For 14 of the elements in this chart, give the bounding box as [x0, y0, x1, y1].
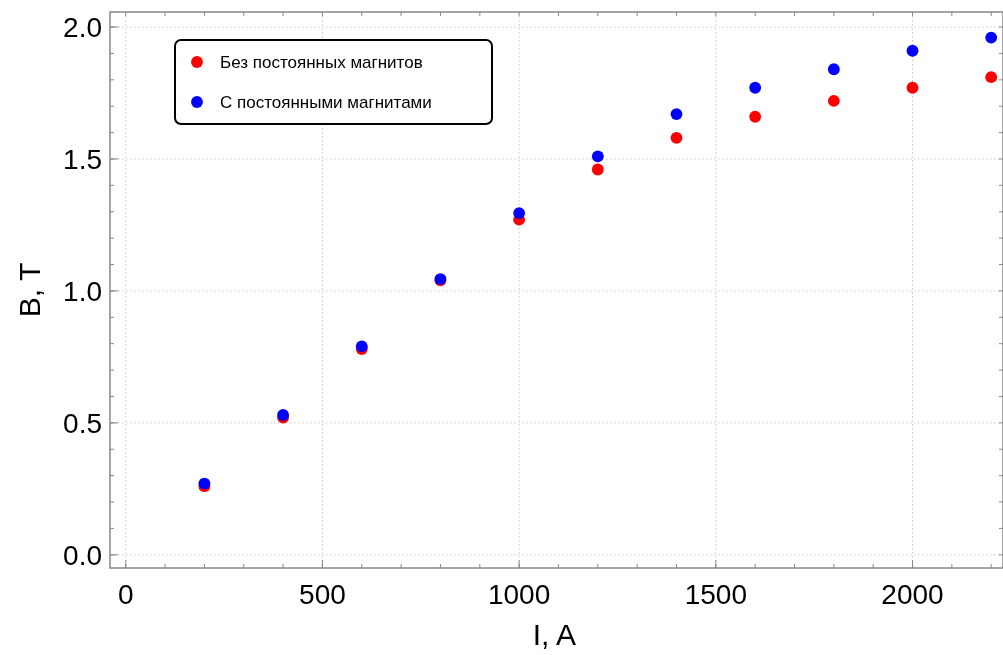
- x-tick-label: 0: [117, 579, 134, 610]
- x-tick-label: 1000: [487, 579, 551, 610]
- x-axis-title: I, A: [532, 618, 577, 651]
- y-tick-label: 2.0: [63, 12, 102, 44]
- x-tick-label: 1500: [684, 579, 747, 610]
- x-tick-label: 500: [299, 579, 346, 610]
- y-tick-label: 1.0: [63, 275, 102, 307]
- y-tick-label: 1.5: [63, 143, 102, 175]
- legend-label: Без постоянных магнитов: [220, 53, 423, 72]
- legend-label: С постоянными магнитами: [220, 93, 432, 112]
- y-tick-label: 0.0: [63, 539, 102, 571]
- y-axis-title: B, T: [13, 262, 46, 318]
- y-tick-label: 0.5: [63, 407, 102, 439]
- x-tick-label: 2000: [881, 579, 944, 610]
